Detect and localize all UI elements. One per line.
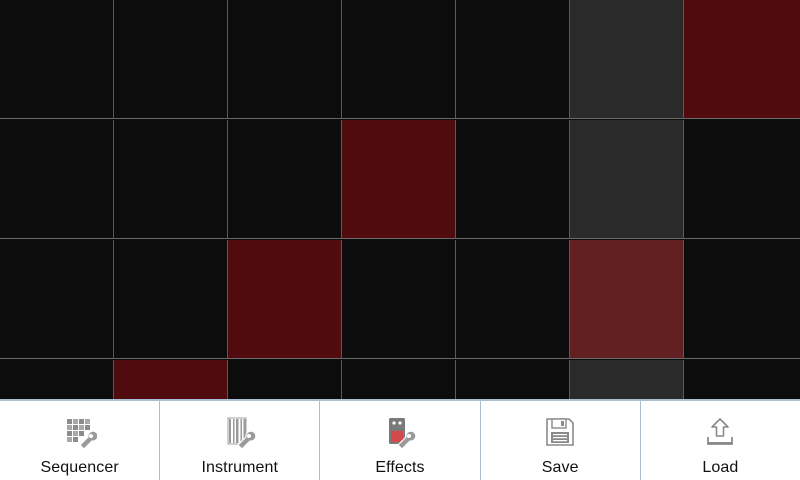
sequencer-step-active[interactable] [114, 360, 228, 399]
load-button[interactable]: Load [641, 401, 800, 480]
instrument-button[interactable]: Instrument [160, 401, 321, 480]
sequencer-step[interactable] [0, 240, 114, 359]
sequencer-step-active[interactable] [684, 0, 800, 119]
sequencer-step[interactable] [114, 0, 228, 119]
sequencer-step-active[interactable] [570, 240, 684, 359]
sequencer-step[interactable] [228, 0, 342, 119]
floppy-disk-icon [546, 418, 575, 446]
sequencer-step-active[interactable] [342, 120, 456, 239]
sequencer-row [0, 360, 800, 399]
sequencer-step[interactable] [0, 120, 114, 239]
sequencer-step-active[interactable] [228, 240, 342, 359]
sequencer-step[interactable] [570, 0, 684, 119]
sequencer-step[interactable] [114, 240, 228, 359]
effects-button[interactable]: Effects [320, 401, 481, 480]
sequencer-step[interactable] [684, 120, 800, 239]
effects-button-label: Effects [375, 459, 425, 476]
sequencer-button[interactable]: Sequencer [0, 401, 161, 480]
bottom-toolbar: Sequencer Instrument [0, 399, 800, 480]
sequencer-step[interactable] [342, 0, 456, 119]
sequencer-row [0, 120, 800, 240]
sequencer-step[interactable] [570, 360, 684, 399]
sequencer-step[interactable] [570, 120, 684, 239]
sequencer-step[interactable] [114, 120, 228, 239]
upload-arrow-icon [707, 418, 734, 445]
sequencer-step[interactable] [684, 240, 800, 359]
sequencer-button-label: Sequencer [40, 459, 119, 476]
save-button-label: Save [541, 459, 579, 476]
sequencer-row [0, 0, 800, 120]
sequencer-step[interactable] [342, 240, 456, 359]
sequencer-step[interactable] [0, 0, 114, 119]
effects-box-wrench-icon [389, 418, 417, 449]
sequencer-step[interactable] [0, 360, 114, 399]
sequencer-row [0, 240, 800, 360]
sequencer-step[interactable] [684, 360, 800, 399]
sequencer-grid-wrench-icon [66, 419, 97, 449]
sequencer-step[interactable] [228, 120, 342, 239]
sequencer-step[interactable] [228, 360, 342, 399]
sequencer-step[interactable] [456, 0, 570, 119]
sequencer-step[interactable] [456, 120, 570, 239]
sequencer-step[interactable] [456, 360, 570, 399]
sequencer-step[interactable] [456, 240, 570, 359]
step-sequencer-grid [0, 0, 800, 399]
sequencer-step[interactable] [342, 360, 456, 399]
load-button-label: Load [702, 459, 739, 476]
save-button[interactable]: Save [481, 401, 641, 480]
instrument-button-label: Instrument [201, 459, 279, 476]
instrument-keys-wrench-icon [227, 417, 257, 449]
